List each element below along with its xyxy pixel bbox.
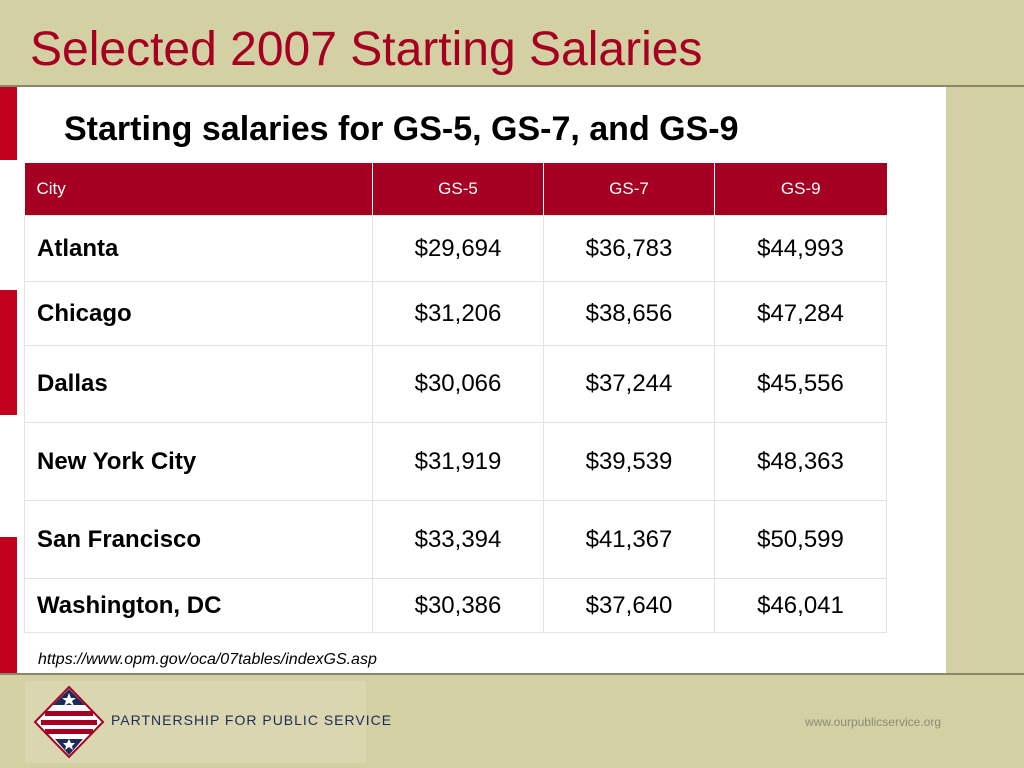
table-row: Chicago $31,206 $38,656 $47,284 [24,281,887,346]
gs9-cell: $47,284 [714,281,887,346]
gs9-cell: $48,363 [714,422,887,501]
table-subtitle: Starting salaries for GS-5, GS-7, and GS… [64,110,739,148]
gs9-cell: $45,556 [714,345,887,423]
salary-table: City GS-5 GS-7 GS-9 Atlanta $29,694 $36,… [24,163,887,633]
gs9-cell: $46,041 [714,578,887,633]
accent-stripe [0,87,17,160]
accent-stripe [0,537,17,673]
footer-url[interactable]: www.ourpublicservice.org [804,715,941,729]
gs7-cell: $41,367 [543,500,715,579]
accent-stripe [0,415,17,537]
org-name: PARTNERSHIP FOR PUBLIC SERVICE [111,712,393,728]
accent-stripe [0,290,17,415]
gs5-cell: $33,394 [372,500,544,579]
table-header-row: City GS-5 GS-7 GS-9 [24,163,887,216]
slide-title: Selected 2007 Starting Salaries [30,23,703,76]
gs7-cell: $38,656 [543,281,715,346]
city-cell: Washington, DC [24,578,373,633]
gs5-cell: $30,386 [372,578,544,633]
gs7-cell: $36,783 [543,215,715,282]
city-cell: New York City [24,422,373,501]
table-row: Atlanta $29,694 $36,783 $44,993 [24,215,887,282]
header-gs5: GS-5 [372,163,544,216]
footer-divider [0,673,1024,675]
header-city: City [24,163,373,216]
table-row: Washington, DC $30,386 $37,640 $46,041 [24,578,887,633]
table-row: New York City $31,919 $39,539 $48,363 [24,422,887,501]
table-row: San Francisco $33,394 $41,367 $50,599 [24,500,887,579]
table-row: Dallas $30,066 $37,244 $45,556 [24,345,887,423]
star-stripes-diamond-logo-icon [33,685,105,759]
city-cell: San Francisco [24,500,373,579]
gs5-cell: $31,919 [372,422,544,501]
gs7-cell: $39,539 [543,422,715,501]
accent-stripe [0,160,17,290]
city-cell: Dallas [24,345,373,423]
gs5-cell: $31,206 [372,281,544,346]
gs5-cell: $30,066 [372,345,544,423]
city-cell: Chicago [24,281,373,346]
gs9-cell: $44,993 [714,215,887,282]
gs7-cell: $37,640 [543,578,715,633]
org-logo: PARTNERSHIP FOR PUBLIC SERVICE [25,681,391,763]
header-gs9: GS-9 [714,163,887,216]
header-gs7: GS-7 [543,163,715,216]
gs9-cell: $50,599 [714,500,887,579]
city-cell: Atlanta [24,215,373,282]
title-divider [0,85,1024,87]
gs5-cell: $29,694 [372,215,544,282]
gs7-cell: $37,244 [543,345,715,423]
source-link[interactable]: https://www.opm.gov/oca/07tables/indexGS… [38,651,377,668]
